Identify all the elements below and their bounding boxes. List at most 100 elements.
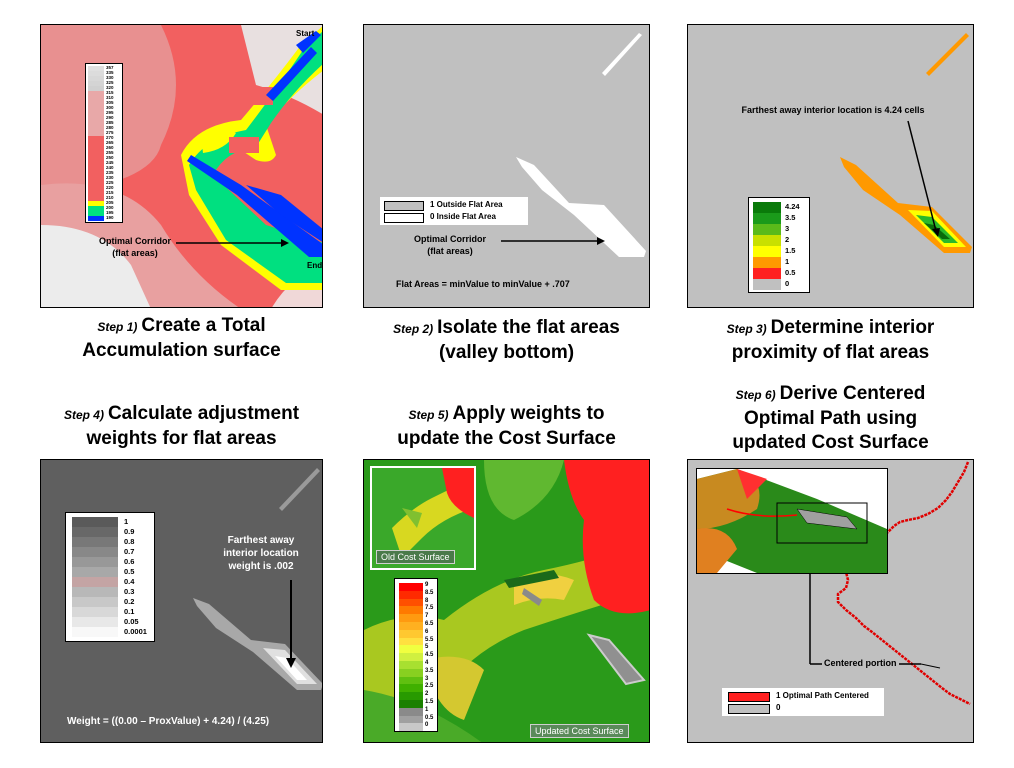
legend-label: 230 — [106, 175, 114, 180]
legend-inside-text: 0 Inside Flat Area — [430, 212, 496, 221]
weights-map — [193, 468, 322, 690]
legend-swatch — [88, 141, 104, 146]
legend-swatch — [399, 661, 423, 669]
legend-swatch — [72, 627, 118, 637]
legend-swatch — [399, 598, 423, 607]
legend-swatch — [399, 637, 423, 646]
legend-label: 1.5 — [785, 246, 796, 255]
legend-swatch — [88, 81, 104, 86]
step4-caption: Step 4) Calculate adjustment weights for … — [40, 402, 323, 451]
legend-swatch — [399, 583, 423, 591]
legend-swatch-zero — [728, 704, 770, 714]
panel-adjustment-weights: 1 0.9 0.8 0.7 0.6 0.5 0.4 0.3 0.2 0.1 0.05 0.0001 F… — [40, 459, 323, 743]
legend-label: 1 — [785, 257, 790, 266]
legend-swatch — [399, 707, 423, 716]
legend-label: 4 — [425, 660, 429, 666]
legend-label: 2.5 — [425, 683, 434, 690]
corridor2-line-1: Optimal Corridor — [413, 234, 486, 244]
step6-caption: Step 6) Derive Centered Optimal Path usin… — [687, 382, 974, 455]
legend-label: 7.5 — [425, 605, 434, 612]
step6-line1: Derive Centered — [779, 383, 926, 404]
legend-swatch — [88, 71, 104, 76]
legend-swatch — [88, 136, 104, 141]
updated-cost-label: Updated Cost Surface — [530, 724, 629, 738]
legend-label: 215 — [106, 190, 114, 195]
legend-swatch — [399, 590, 423, 599]
corridor-line-1: Optimal Corridor — [98, 236, 171, 246]
legend-swatch — [72, 587, 118, 597]
legend-label: 325 — [106, 80, 114, 85]
step6-line2: Optimal Path using — [743, 408, 918, 429]
legend-swatch — [88, 186, 104, 191]
panel-total-accumulation: Start End 357 335 330 325 320 315 310 305 300 295… — [40, 24, 323, 308]
legend-label: 305 — [106, 100, 114, 105]
legend-label: 0 — [785, 279, 790, 288]
legend-label: 250 — [106, 155, 114, 160]
corridor2-line-2: (flat areas) — [427, 246, 473, 256]
legend-swatch — [72, 597, 118, 607]
legend-label: 2 — [785, 235, 790, 244]
legend-swatch — [88, 201, 104, 206]
corridor-label-2: Optimal Corridor (flat areas) — [400, 233, 500, 257]
legend-swatch — [753, 268, 781, 279]
legend-swatch — [88, 161, 104, 166]
legend-label: 0.5 — [425, 714, 434, 721]
legend-swatch — [399, 715, 423, 724]
legend-swatch — [753, 279, 781, 290]
legend-swatch — [88, 191, 104, 196]
step4-num: Step 4) — [63, 408, 104, 422]
old-cost-inset: Old Cost Surface — [370, 466, 476, 570]
legend-swatch-inside — [384, 213, 424, 223]
legend-swatch — [399, 614, 423, 622]
legend-swatch — [753, 235, 781, 246]
legend-label: 4.5 — [425, 652, 434, 659]
legend-label: 255 — [106, 150, 114, 155]
legend-swatch — [399, 645, 423, 654]
step4-line2: weights for flat areas — [86, 428, 277, 449]
legend-label: 280 — [106, 125, 114, 130]
legend-swatch — [88, 111, 104, 116]
legend-label: 0.0001 — [124, 627, 147, 636]
legend-outside-text: 1 Outside Flat Area — [430, 200, 503, 209]
proximity-legend: 4.24 3.5 3 2 1.5 1 0.5 0 — [748, 197, 810, 293]
legend-label: 220 — [106, 185, 114, 190]
weight-anno-3: weight is .002 — [228, 561, 294, 572]
legend-label: 0.3 — [124, 587, 135, 596]
legend-swatch — [72, 537, 118, 547]
legend-swatch — [88, 86, 104, 91]
legend-label: 330 — [106, 75, 114, 80]
panel-updated-cost: Old Cost Surface 9 8.5 8 7.5 7 6.5 6 5.5 5 4.5 4 3.… — [363, 459, 650, 743]
legend-label: 0.8 — [124, 537, 135, 546]
legend-swatch — [399, 676, 423, 685]
legend-swatch — [753, 213, 781, 224]
legend-label: 285 — [106, 120, 114, 125]
legend-label: 310 — [106, 95, 114, 100]
flat-formula: Flat Areas = minValue to minValue + .707 — [396, 279, 570, 289]
legend-swatch — [88, 171, 104, 176]
legend-swatch — [88, 206, 104, 211]
legend-swatch — [88, 156, 104, 161]
legend-label: 320 — [106, 85, 114, 90]
legend-label: 3.5 — [425, 667, 434, 674]
legend-label: 300 — [106, 105, 114, 110]
legend-label: 5 — [425, 644, 429, 651]
legend-label: 0 — [425, 722, 429, 729]
accumulation-map — [41, 25, 322, 307]
step6-line3: updated Cost Surface — [732, 432, 929, 453]
legend-swatch — [88, 216, 104, 221]
legend-swatch — [399, 629, 423, 638]
legend-label: 0.4 — [124, 577, 135, 586]
legend-label: 9 — [425, 582, 429, 588]
legend-label: 195 — [106, 210, 114, 215]
legend-label: 270 — [106, 135, 114, 140]
legend-swatch — [88, 146, 104, 151]
legend-swatch — [399, 684, 423, 693]
legend-label: 265 — [106, 140, 114, 145]
step5-num: Step 5) — [408, 408, 449, 422]
legend-swatch — [753, 246, 781, 257]
legend-swatch — [399, 692, 423, 700]
legend-swatch — [399, 653, 423, 661]
step1-line2: Accumulation surface — [82, 340, 281, 361]
legend-swatch — [88, 106, 104, 111]
step3-line2: proximity of flat areas — [731, 342, 930, 363]
